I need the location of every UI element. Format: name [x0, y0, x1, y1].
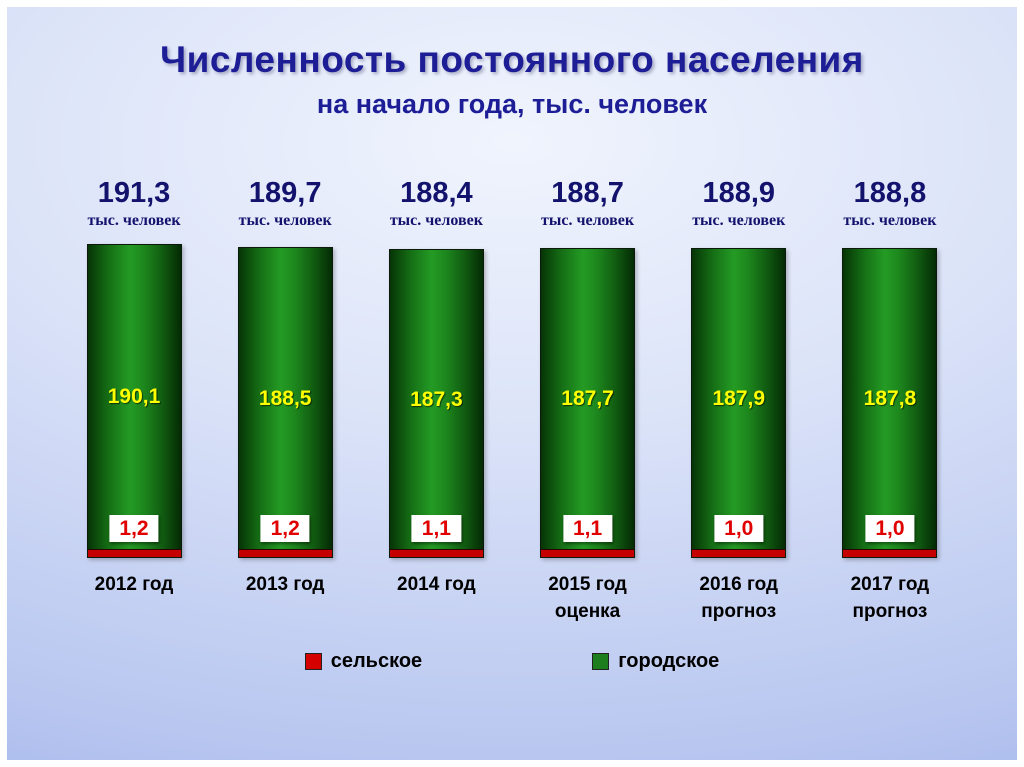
year-label-block: 2016 год прогноз: [699, 571, 778, 626]
total-unit: тыс. человек: [692, 211, 786, 229]
total-value: 188,7: [551, 177, 624, 209]
rural-segment: [238, 548, 332, 557]
legend-label-urban: городское: [618, 649, 720, 672]
rural-value: 1,1: [562, 514, 613, 542]
bar-column: 188,7 тыс. человек 187,7 1,1 2015 год оц…: [519, 177, 657, 626]
page-title: Численность постоянного населения: [160, 39, 864, 80]
bar: 188,5 1,2: [237, 246, 333, 558]
urban-value: 187,3: [410, 388, 463, 412]
slide: Численность постоянного населения на нач…: [7, 7, 1017, 760]
total-value: 188,8: [853, 177, 927, 209]
total-unit: тыс. человек: [541, 211, 635, 229]
rural-swatch-icon: [304, 652, 322, 670]
year-label-block: 2017 год прогноз: [851, 571, 930, 626]
total-value: 188,4: [400, 177, 473, 209]
year-label-block: 2015 год оценка: [548, 571, 627, 626]
rural-value: 1,1: [411, 514, 461, 542]
bar-area: 187,8 1,0: [842, 242, 938, 558]
rural-segment: [87, 548, 181, 557]
bar: 187,8 1,0: [842, 247, 938, 558]
bar-column: 191,3 тыс. человек 190,1 1,2 2012 год: [65, 177, 203, 626]
year-label: 2015 год: [548, 573, 627, 595]
page-subtitle: на начало года, тыс. человек: [316, 89, 708, 119]
urban-value: 188,5: [258, 386, 312, 410]
legend-item-urban: городское: [592, 650, 719, 673]
bar-area: 187,7 1,1: [540, 242, 636, 558]
bar-area: 187,9 1,0: [691, 242, 787, 558]
total-unit: тыс. человек: [843, 211, 937, 229]
urban-swatch-icon: [592, 652, 610, 670]
bar-column: 188,9 тыс. человек 187,9 1,0 2016 год пр…: [670, 177, 808, 626]
legend-item-rural: сельское: [304, 649, 423, 673]
rural-segment: [541, 548, 635, 557]
total-value: 189,7: [248, 177, 322, 209]
population-bar-chart: 191,3 тыс. человек 190,1 1,2 2012 год 18…: [7, 177, 1017, 626]
rural-value: 1,0: [865, 514, 915, 542]
bar-area: 190,1 1,2: [86, 242, 182, 558]
total-unit: тыс. человек: [87, 211, 181, 229]
year-note: прогноз: [701, 601, 777, 623]
urban-value: 187,8: [863, 387, 917, 411]
bar-column: 189,7 тыс. человек 188,5 1,2 2013 год: [216, 177, 354, 626]
bar-area: 188,5 1,2: [237, 242, 333, 558]
year-label: 2017 год: [850, 573, 930, 595]
total-value: 188,9: [702, 177, 776, 209]
year-label: 2012 год: [94, 573, 174, 595]
bar: 187,3 1,1: [388, 248, 484, 558]
urban-value: 190,1: [107, 385, 161, 409]
year-label-block: 2014 год: [397, 571, 476, 599]
rural-segment: [692, 548, 786, 557]
rural-segment: [843, 548, 937, 557]
year-label-block: 2012 год: [95, 571, 174, 599]
rural-value: 1,0: [714, 514, 764, 542]
legend-label-rural: сельское: [330, 649, 423, 672]
year-label: 2014 год: [397, 573, 476, 595]
bar-column: 188,8 тыс. человек 187,8 1,0 2017 год пр…: [821, 177, 959, 626]
total-unit: тыс. человек: [238, 211, 332, 229]
year-note: прогноз: [852, 601, 928, 623]
bar-area: 187,3 1,1: [388, 242, 484, 558]
total-unit: тыс. человек: [389, 211, 483, 229]
urban-value: 187,7: [561, 387, 614, 411]
year-label-block: 2013 год: [246, 571, 325, 599]
bar: 187,9 1,0: [691, 247, 787, 558]
bar: 187,7 1,1: [540, 247, 636, 558]
total-value: 191,3: [97, 177, 171, 209]
bar-column: 188,4 тыс. человек 187,3 1,1 2014 год: [367, 177, 505, 626]
bar: 190,1 1,2: [86, 243, 182, 558]
rural-value: 1,2: [109, 514, 159, 542]
rural-value: 1,2: [260, 514, 310, 542]
urban-value: 187,9: [712, 387, 766, 411]
rural-segment: [389, 548, 483, 557]
chart-legend: сельское городское: [7, 650, 1017, 673]
year-label: 2013 год: [245, 573, 325, 595]
year-label: 2016 год: [699, 573, 779, 595]
year-note: оценка: [554, 601, 621, 623]
